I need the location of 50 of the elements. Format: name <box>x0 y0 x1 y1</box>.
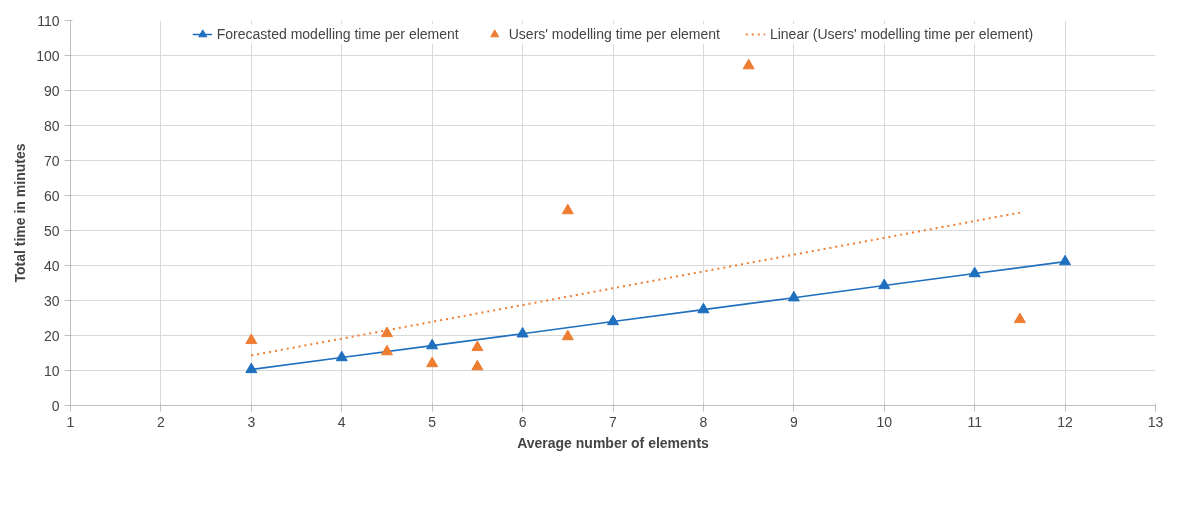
legend-label: Linear (Users' modelling time per element) <box>769 26 1034 42</box>
y-tick-label: 30 <box>43 292 60 309</box>
x-tick-label: 2 <box>157 413 166 430</box>
point <box>380 344 393 356</box>
point <box>697 302 710 314</box>
point <box>787 290 800 302</box>
y-tick-label: 20 <box>43 327 60 344</box>
y-tick-label: 40 <box>43 257 60 274</box>
y-tick-label: 90 <box>43 82 60 99</box>
point <box>968 266 981 278</box>
x-tick-label: 12 <box>1057 413 1074 430</box>
y-tick-label: 0 <box>51 397 60 414</box>
point <box>245 362 258 374</box>
x-tick-label: 9 <box>789 413 798 430</box>
point <box>471 359 484 371</box>
legend-label: Users' modelling time per element <box>508 26 720 42</box>
x-tick-label: 6 <box>518 413 527 430</box>
y-tick-label: 70 <box>43 152 60 169</box>
point <box>742 58 755 70</box>
x-tick-label: 8 <box>699 413 708 430</box>
point <box>335 350 348 362</box>
y-tick-label: 110 <box>37 12 60 29</box>
y-axis-title: Total time in minutes <box>12 143 29 283</box>
x-tick-label: 5 <box>428 413 437 430</box>
x-tick-label: 10 <box>876 413 893 430</box>
point <box>607 314 619 326</box>
y-tick-label: 50 <box>43 222 60 239</box>
x-tick-label: 4 <box>337 413 346 430</box>
x-tick-label: 1 <box>66 413 75 430</box>
x-axis-title: Average number of elements <box>517 434 710 451</box>
point <box>426 356 439 368</box>
point <box>516 326 529 338</box>
point <box>1059 254 1072 266</box>
point <box>561 203 574 215</box>
y-tick-label: 80 <box>43 117 60 134</box>
y-tick-label: 60 <box>43 187 60 204</box>
legend-label: Forecasted modelling time per element <box>216 26 459 42</box>
point <box>471 340 484 352</box>
x-tick-label: 11 <box>967 413 983 430</box>
point <box>426 338 439 350</box>
point <box>1013 312 1026 324</box>
x-tick-label: 3 <box>247 413 256 430</box>
x-tick-label: 7 <box>609 413 618 430</box>
x-tick-label: 13 <box>1147 413 1164 430</box>
point <box>878 278 891 290</box>
y-tick-label: 10 <box>43 362 60 379</box>
point <box>245 333 258 345</box>
point <box>561 329 574 341</box>
point <box>380 326 393 338</box>
y-tick-label: 100 <box>36 47 60 64</box>
